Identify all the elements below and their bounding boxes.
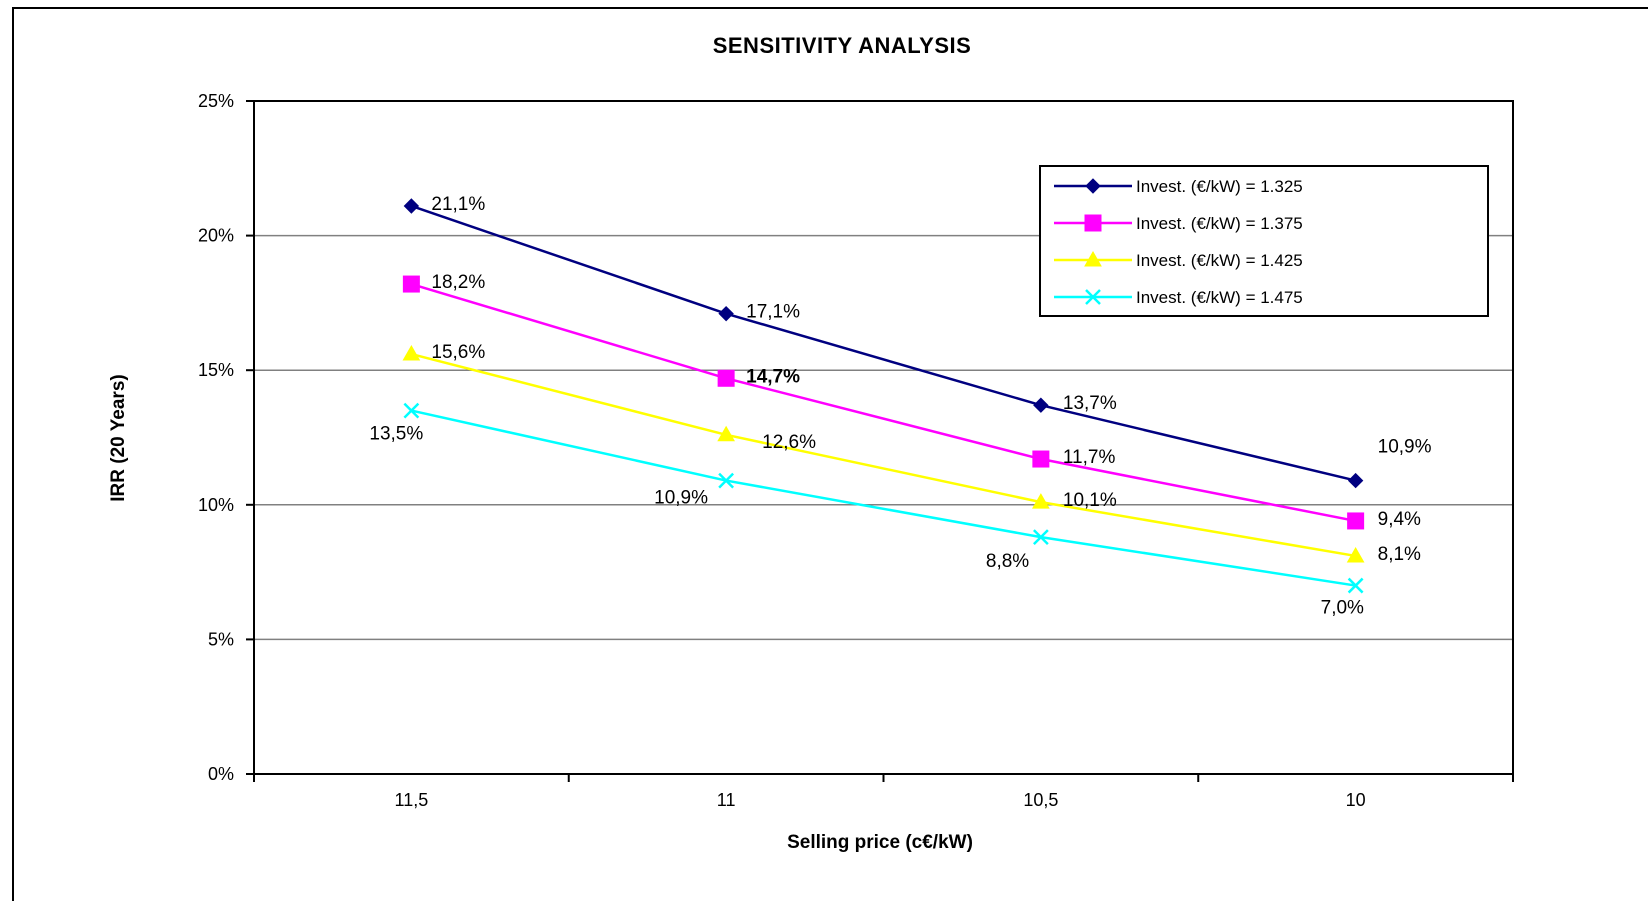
data-label: 8,8% bbox=[986, 551, 1029, 572]
series-layer bbox=[402, 198, 1365, 594]
data-label: 7,0% bbox=[1321, 598, 1364, 619]
y-tick-label: 20% bbox=[198, 226, 234, 246]
legend-marker bbox=[1084, 250, 1102, 267]
data-point bbox=[1032, 450, 1050, 468]
x-tick-label: 10 bbox=[1346, 790, 1366, 810]
x-axis: 11,5 11 10,5 10 bbox=[253, 774, 1514, 810]
x-tick-label: 11,5 bbox=[395, 790, 429, 810]
data-point bbox=[1347, 472, 1364, 489]
y-tick-label: 0% bbox=[208, 764, 234, 784]
y-tick-label: 25% bbox=[198, 91, 234, 111]
data-point bbox=[1033, 397, 1049, 413]
data-point bbox=[717, 369, 735, 387]
chart-frame bbox=[12, 7, 1648, 901]
y-tick-label: 5% bbox=[208, 629, 234, 649]
legend-box bbox=[1039, 165, 1489, 317]
data-label: 17,1% bbox=[746, 302, 800, 323]
data-label: 13,7% bbox=[1063, 393, 1117, 414]
series-line bbox=[410, 204, 1356, 482]
data-label: 15,6% bbox=[431, 342, 485, 363]
data-label: 10,9% bbox=[654, 488, 708, 509]
legend-marker bbox=[1085, 178, 1101, 194]
legend-item: Invest. (€/kW) = 1.375 bbox=[1054, 214, 1303, 233]
data-label: 12,6% bbox=[762, 432, 816, 453]
x-axis-title: Selling price (c€/kW) bbox=[787, 832, 973, 853]
series-2 bbox=[402, 275, 1365, 530]
x-tick-label: 10,5 bbox=[1023, 790, 1058, 810]
data-point bbox=[1032, 529, 1049, 545]
legend: Invest. (€/kW) = 1.325 Invest. (€/kW) = 1… bbox=[1039, 165, 1489, 317]
x-tick-label: 11 bbox=[717, 790, 736, 810]
series-line bbox=[411, 282, 1356, 523]
legend-label: Invest. (€/kW) = 1.425 bbox=[1136, 251, 1303, 270]
data-point bbox=[1347, 512, 1365, 530]
series-3 bbox=[402, 345, 1365, 563]
data-label: 13,5% bbox=[369, 424, 423, 445]
data-label: 10,1% bbox=[1063, 490, 1117, 511]
legend-label: Invest. (€/kW) = 1.375 bbox=[1136, 214, 1303, 233]
data-label: 21,1% bbox=[431, 194, 485, 215]
series-line bbox=[411, 409, 1356, 587]
legend-item: Invest. (€/kW) = 1.425 bbox=[1054, 250, 1303, 270]
legend-label: Invest. (€/kW) = 1.325 bbox=[1136, 177, 1303, 196]
chart-title: SENSITIVITY ANALYSIS bbox=[713, 33, 972, 58]
data-point bbox=[403, 402, 420, 419]
legend-marker bbox=[1085, 289, 1101, 305]
data-point bbox=[1032, 493, 1050, 509]
data-label: 8,1% bbox=[1378, 544, 1421, 565]
legend-marker bbox=[1084, 214, 1102, 232]
data-label: 10,9% bbox=[1378, 437, 1432, 458]
series-1 bbox=[403, 198, 1364, 489]
y-tick-label: 10% bbox=[198, 495, 234, 515]
y-tick-label: 15% bbox=[198, 360, 234, 380]
data-labels: 21,1% 17,1% 13,7% 10,9% 18,2% 14,7% 11,7% 9,4% 1… bbox=[369, 194, 1431, 619]
data-point bbox=[402, 345, 421, 361]
data-point bbox=[1347, 577, 1364, 594]
data-point bbox=[402, 275, 420, 293]
data-label: 14,7% bbox=[746, 366, 800, 387]
y-axis-title: IRR (20 Years) bbox=[108, 374, 129, 501]
data-label: 11,7% bbox=[1063, 447, 1116, 468]
data-label: 9,4% bbox=[1378, 509, 1421, 530]
legend-item: Invest. (€/kW) = 1.325 bbox=[1054, 177, 1303, 196]
y-axis: 0% 5% 10% 15% 20% 25% bbox=[198, 91, 254, 784]
data-point bbox=[718, 472, 735, 489]
data-label: 18,2% bbox=[431, 272, 485, 293]
data-point bbox=[403, 198, 420, 214]
legend-item: Invest. (€/kW) = 1.475 bbox=[1054, 288, 1303, 307]
series-line bbox=[411, 352, 1356, 558]
series-4 bbox=[403, 402, 1364, 594]
legend-label: Invest. (€/kW) = 1.475 bbox=[1136, 288, 1303, 307]
data-point bbox=[718, 305, 734, 322]
data-point bbox=[1346, 546, 1365, 563]
data-point bbox=[717, 425, 735, 442]
